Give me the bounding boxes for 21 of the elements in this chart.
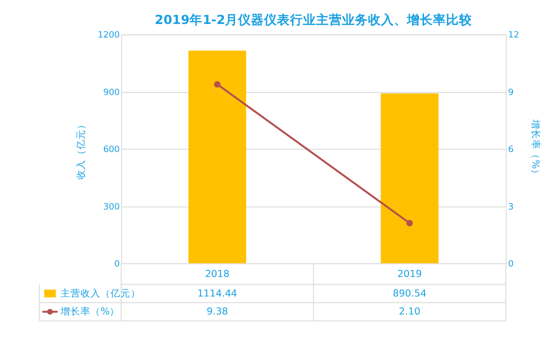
chart-title: 2019年1-2月仪器仪表行业主营业务收入、增长率比较	[154, 12, 474, 27]
x-tick-label: 2019	[397, 269, 422, 280]
y2-axis-title: 增长率（%）	[530, 118, 542, 179]
data-label: 1114.44	[197, 288, 238, 300]
y2-tick-label: 9	[508, 88, 514, 98]
y2-tick-label: 6	[508, 145, 514, 156]
y-tick-label: 900	[103, 88, 120, 98]
data-label: 9.38	[206, 306, 228, 318]
y-tick-label: 600	[103, 145, 120, 156]
legend-label: 增长率（%）	[60, 306, 120, 318]
y-tick-label: 1200	[98, 30, 120, 41]
y2-tick-label: 12	[508, 30, 520, 41]
y2-tick-label: 0	[508, 260, 514, 270]
y2-tick-label: 3	[508, 202, 514, 212]
data-label: 2.10	[398, 306, 420, 318]
y-tick-label: 300	[103, 202, 120, 212]
x-tick-label: 2018	[205, 269, 230, 280]
y-tick-label: 0	[114, 260, 120, 270]
data-label: 890.54	[392, 288, 426, 300]
legend-label: 主营收入（亿元）	[60, 287, 141, 300]
y-axis-title: 收入（亿元）	[75, 119, 88, 180]
